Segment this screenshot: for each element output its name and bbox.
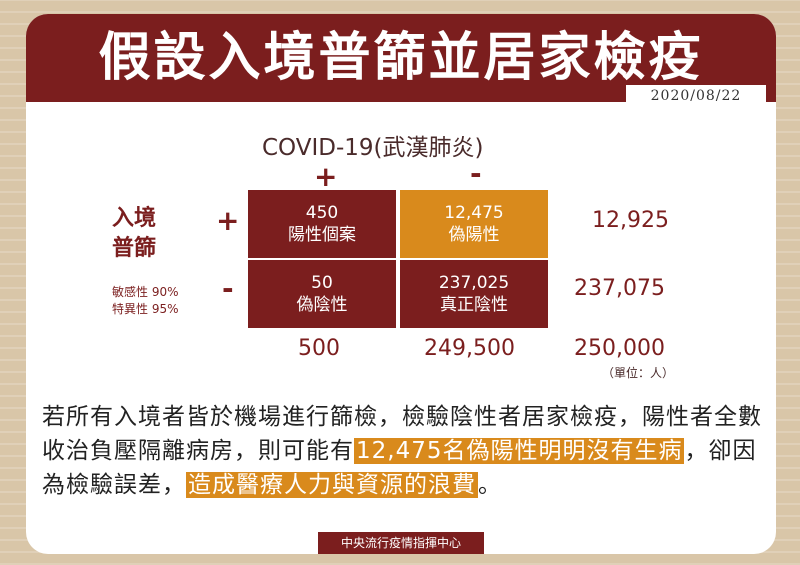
paragraph-part1: 若所有入境者皆於機場進行篩檢，檢驗陰性者居家檢疫，陽性者全數收治負壓隔離病房，則… <box>42 404 762 464</box>
sensitivity-label: 敏感性 90% <box>112 285 179 299</box>
true-positive-value: 450 <box>305 203 339 223</box>
column-minus-sign: - <box>470 157 482 190</box>
column-plus-sign: + <box>314 160 338 193</box>
false-positive-value: 12,475 <box>444 203 504 223</box>
true-negative-label: 真正陰性 <box>440 295 508 315</box>
true-negative-value: 237,025 <box>438 273 510 293</box>
explanation-paragraph: 若所有入境者皆於機場進行篩檢，檢驗陰性者居家檢疫，陽性者全數收治負壓隔離病房，則… <box>42 400 762 502</box>
header-banner: 假設入境普篩並居家檢疫 <box>26 14 776 102</box>
column-total-positive: 500 <box>298 336 340 361</box>
false-negative-cell: 50 偽陰性 <box>248 260 396 328</box>
paragraph-part2: ，卻因為檢驗誤差， <box>42 438 757 498</box>
specificity-label: 特異性 95% <box>112 302 179 316</box>
grand-total: 250,000 <box>574 336 665 361</box>
row-minus-sign: - <box>222 272 234 305</box>
false-positive-cell: 12,475 偽陽性 <box>400 190 548 258</box>
row-label-line2: 普篩 <box>112 236 157 261</box>
false-negative-value: 50 <box>311 273 333 293</box>
column-total-negative: 249,500 <box>424 336 515 361</box>
footer-organization: 中央流行疫情指揮中心 <box>318 532 484 554</box>
true-positive-label: 陽性個案 <box>288 225 356 245</box>
true-negative-cell: 237,025 真正陰性 <box>400 260 548 328</box>
true-positive-cell: 450 陽性個案 <box>248 190 396 258</box>
info-card: 假設入境普篩並居家檢疫 2020/08/22 COVID-19(武漢肺炎) + … <box>26 14 776 554</box>
row-total-negative: 237,075 <box>574 276 665 301</box>
row-plus-sign: + <box>216 204 240 237</box>
highlight-resource-waste: 造成醫療人力與資源的浪費 <box>186 472 478 498</box>
unit-label: （單位：人） <box>602 366 675 380</box>
false-positive-label: 偽陽性 <box>448 225 500 245</box>
false-negative-label: 偽陰性 <box>296 295 348 315</box>
row-label-line1: 入境 <box>112 206 157 231</box>
row-total-positive: 12,925 <box>592 208 669 233</box>
page-title: 假設入境普篩並居家檢疫 <box>98 28 704 88</box>
test-label: COVID-19(武漢肺炎) <box>262 135 484 161</box>
highlight-false-positives: 12,475名偽陽性明明沒有生病 <box>354 438 685 464</box>
paragraph-part3: 。 <box>478 472 502 498</box>
date-label: 2020/08/22 <box>626 85 766 107</box>
